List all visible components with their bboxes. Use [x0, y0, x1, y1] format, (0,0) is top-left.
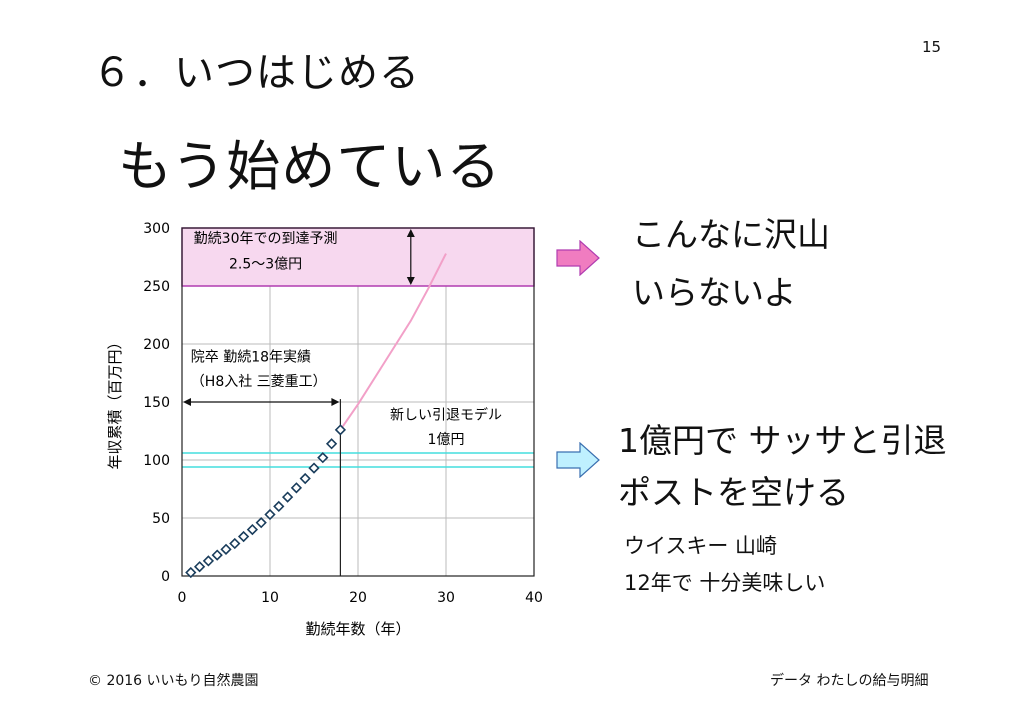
- data-point: [290, 482, 303, 494]
- data-point: [264, 508, 276, 521]
- x-tick-label: 0: [178, 590, 187, 606]
- upper-band-value: 2.5～3億円: [229, 257, 302, 273]
- y-tick-label: 200: [143, 337, 170, 353]
- data-point: [281, 491, 294, 503]
- comment-free-post: ポストを空ける: [618, 473, 849, 512]
- data-point: [308, 462, 320, 474]
- y-tick-label: 150: [143, 395, 170, 411]
- y-tick-labels: 0 50 100 150 200 250 300: [143, 221, 170, 585]
- data-point: [211, 549, 223, 561]
- x-tick-label: 20: [349, 590, 367, 606]
- projection-line: [339, 253, 447, 431]
- retirement-model-value: 1億円: [428, 432, 465, 448]
- data-point: [202, 555, 215, 567]
- data-point: [317, 452, 329, 464]
- page-number: 15: [922, 38, 942, 56]
- data-point: [299, 472, 311, 485]
- y-axis-label: 年収累積（百万円）: [106, 334, 124, 469]
- y-tick-label: 300: [143, 221, 170, 237]
- data-point: [334, 424, 347, 436]
- data-point: [220, 543, 232, 555]
- plot-frame: [181, 227, 535, 577]
- span-arrow-head-left: [183, 398, 191, 406]
- section-heading: ６．いつはじめる: [92, 50, 420, 96]
- whisky-note: 12年で 十分美味しい: [624, 571, 826, 595]
- span-arrow-head-right: [331, 398, 340, 406]
- x-tick-label: 30: [437, 590, 455, 606]
- actual-record-detail: （H8入社 三菱重工）: [191, 374, 327, 390]
- range-arrow-head-bottom: [406, 277, 415, 285]
- comment-not-needed: いらないよ: [632, 273, 797, 312]
- data-point: [255, 517, 267, 529]
- cumulative-income-chart: 0 50 100 150 200 250 300 0 10 20 30 40 勤続30年での到達予測…: [106, 221, 543, 638]
- footer-copyright: © 2016 いいもり自然農園: [88, 673, 259, 689]
- pink-arrow-icon: [556, 240, 600, 276]
- data-point: [185, 566, 197, 579]
- data-point: [325, 438, 338, 450]
- y-tick-label: 0: [161, 569, 170, 585]
- comment-too-much: こんなに沢山: [632, 215, 830, 254]
- range-arrow-head-top: [406, 229, 415, 237]
- dimension-arrows: [183, 229, 415, 406]
- x-tick-label: 10: [261, 590, 279, 606]
- whisky-name: ウイスキー 山崎: [624, 534, 778, 558]
- y-tick-label: 250: [143, 279, 170, 295]
- data-point: [229, 537, 241, 550]
- footer-source: データ わたしの給与明細: [770, 673, 929, 689]
- data-point: [246, 523, 259, 536]
- data-points: [185, 424, 347, 579]
- blue-arrow-icon: [556, 442, 600, 478]
- x-tick-labels: 0 10 20 30 40: [178, 590, 543, 606]
- main-title: もう始めている: [118, 135, 502, 198]
- comment-retire: 1億円で サッサと引退: [618, 421, 947, 460]
- upper-band: [181, 227, 535, 287]
- data-point: [237, 530, 250, 543]
- x-tick-label: 40: [525, 590, 543, 606]
- y-tick-label: 50: [152, 511, 170, 527]
- data-point: [273, 500, 285, 513]
- data-point: [193, 561, 206, 573]
- retirement-model-label: 新しい引退モデル: [390, 406, 502, 423]
- actual-record-label: 院卒 勤続18年実績: [191, 348, 311, 365]
- upper-band-label: 勤続30年での到達予測: [194, 230, 338, 247]
- x-axis-label: 勤続年数（年）: [305, 620, 410, 638]
- y-tick-label: 100: [143, 453, 170, 469]
